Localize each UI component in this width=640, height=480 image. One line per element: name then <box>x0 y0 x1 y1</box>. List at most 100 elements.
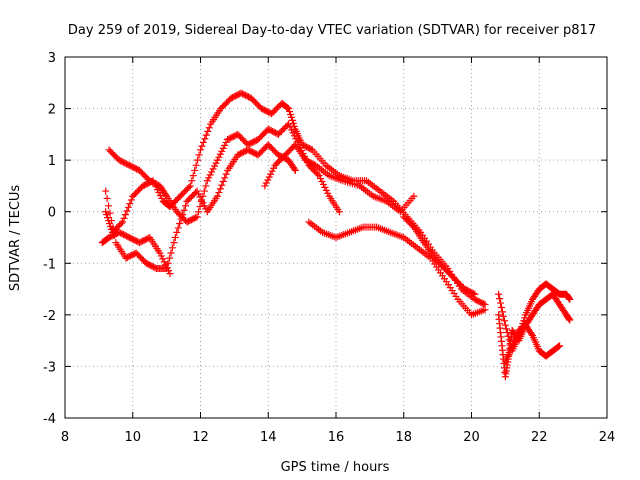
data-point-marker <box>127 196 135 204</box>
x-tick-label: 22 <box>531 430 548 445</box>
data-point-marker <box>322 186 330 194</box>
data-point-marker <box>289 129 297 137</box>
x-tick-label: 8 <box>61 430 69 445</box>
x-tick-label: 10 <box>124 430 141 445</box>
data-point-marker <box>289 119 297 127</box>
data-point-marker <box>156 192 164 200</box>
series-track-a <box>102 89 489 309</box>
data-point-marker <box>221 174 229 182</box>
data-point-marker <box>324 189 332 197</box>
series-track-f <box>261 141 418 216</box>
x-tick-label: 14 <box>260 430 277 445</box>
data-point-marker <box>196 203 204 211</box>
data-point-marker <box>206 171 214 179</box>
data-point-marker <box>200 202 208 210</box>
data-point-marker <box>103 194 111 202</box>
x-tick-label: 16 <box>328 430 345 445</box>
data-point-marker <box>106 209 114 217</box>
data-point-marker <box>189 172 197 180</box>
data-point-marker <box>208 168 216 176</box>
x-tick-label: 24 <box>599 430 616 445</box>
data-point-marker <box>171 234 179 241</box>
data-point-marker <box>286 108 294 116</box>
data-point-marker <box>503 329 511 337</box>
data-point-marker <box>191 166 199 174</box>
data-point-marker <box>221 141 229 149</box>
data-point-marker <box>203 177 211 185</box>
data-point-marker <box>103 211 111 219</box>
data-point-marker <box>408 222 416 230</box>
data-point-marker <box>185 183 193 191</box>
data-point-marker <box>288 116 296 124</box>
data-point-marker <box>180 206 188 214</box>
data-point-marker <box>218 147 226 155</box>
data-point-marker <box>520 317 528 325</box>
data-point-marker <box>174 224 182 232</box>
data-point-marker <box>317 175 325 183</box>
data-point-marker <box>194 156 202 164</box>
data-point-marker <box>205 174 213 182</box>
series-track-i <box>495 280 574 355</box>
data-point-marker <box>290 165 298 173</box>
series-track-j <box>501 321 564 365</box>
data-point-marker <box>170 239 178 247</box>
data-point-marker <box>500 317 508 325</box>
data-point-marker <box>167 249 175 257</box>
data-point-marker <box>528 330 536 338</box>
y-tick-label: 2 <box>48 103 56 118</box>
data-point-marker <box>501 321 509 329</box>
series-track-e <box>305 218 489 319</box>
data-point-marker <box>212 159 220 167</box>
x-axis-label: GPS time / hours <box>281 460 390 475</box>
data-point-marker <box>195 208 203 216</box>
data-point-marker <box>119 218 127 226</box>
data-point-marker <box>261 182 269 190</box>
data-point-marker <box>181 202 189 210</box>
series-track-h <box>495 290 574 381</box>
data-point-marker <box>556 342 564 350</box>
data-point-marker <box>319 180 327 188</box>
y-tick-label: 1 <box>48 154 56 169</box>
data-point-marker <box>109 224 117 232</box>
data-point-marker <box>318 178 326 186</box>
data-point-marker <box>160 258 168 266</box>
data-point-marker <box>410 192 418 200</box>
data-point-marker <box>193 213 201 221</box>
data-point-marker <box>205 124 213 132</box>
data-point-marker <box>315 172 323 180</box>
data-point-marker <box>498 303 506 311</box>
data-point-marker <box>120 214 128 222</box>
data-point-marker <box>104 214 112 222</box>
data-point-marker <box>498 308 506 316</box>
data-point-marker <box>126 200 134 208</box>
y-tick-label: -3 <box>43 360 56 375</box>
data-point-marker <box>307 145 315 153</box>
data-point-marker <box>267 170 275 178</box>
y-tick-label: -4 <box>43 412 56 427</box>
data-point-marker <box>202 131 210 139</box>
data-point-marker <box>155 189 163 197</box>
data-point-marker <box>199 199 207 207</box>
data-point-marker <box>192 214 200 222</box>
data-point-marker <box>481 306 489 314</box>
data-point-marker <box>105 202 113 210</box>
data-point-marker <box>162 191 170 199</box>
data-point-marker <box>163 264 171 272</box>
data-point-marker <box>215 153 223 161</box>
data-point-marker <box>502 325 510 333</box>
data-point-marker <box>124 203 132 211</box>
data-point-marker <box>321 183 329 191</box>
data-point-marker <box>213 192 221 200</box>
data-point-marker <box>193 187 201 195</box>
data-point-marker <box>292 135 300 143</box>
data-point-marker <box>179 211 187 219</box>
data-points <box>98 89 574 381</box>
data-point-marker <box>469 289 477 297</box>
data-point-marker <box>566 316 574 324</box>
series-track-b <box>105 120 343 226</box>
data-point-marker <box>505 336 513 344</box>
data-point-marker <box>270 164 278 172</box>
data-point-marker <box>497 299 505 307</box>
data-point-marker <box>176 220 184 228</box>
